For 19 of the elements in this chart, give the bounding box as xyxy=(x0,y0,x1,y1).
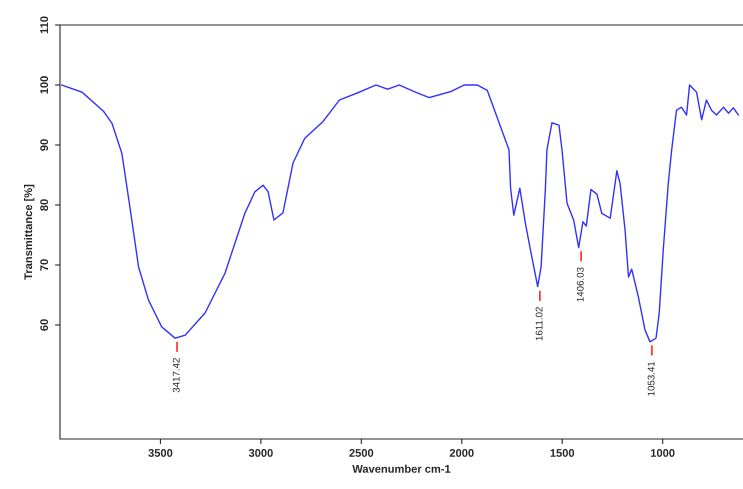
x-tick-label: 1000 xyxy=(650,449,675,457)
y-tick-label: 100 xyxy=(40,76,48,94)
x-tick-label: 2000 xyxy=(450,449,474,457)
y-tick-label: 60 xyxy=(40,319,48,331)
x-tick-label: 2500 xyxy=(349,449,374,457)
y-tick-label: 90 xyxy=(40,139,48,151)
x-tick-label: 1500 xyxy=(550,449,574,457)
x-axis-title: Wavenumber cm-1 xyxy=(352,464,450,473)
x-tick-label: 3000 xyxy=(248,449,273,457)
annotation: 3417.42 xyxy=(172,358,180,392)
annotation: 1406.03 xyxy=(576,267,584,302)
annotation: 1611.02 xyxy=(536,307,543,340)
y-tick-label: 80 xyxy=(40,199,48,211)
line-series xyxy=(60,84,740,342)
x-tick-label: 3500 xyxy=(148,449,172,457)
annotation: 1053.41 xyxy=(648,362,655,396)
y-tick-label: 70 xyxy=(40,259,48,271)
y-tick-label: 110 xyxy=(40,16,48,34)
y-axis-title: Transmittance [%] xyxy=(24,184,34,280)
